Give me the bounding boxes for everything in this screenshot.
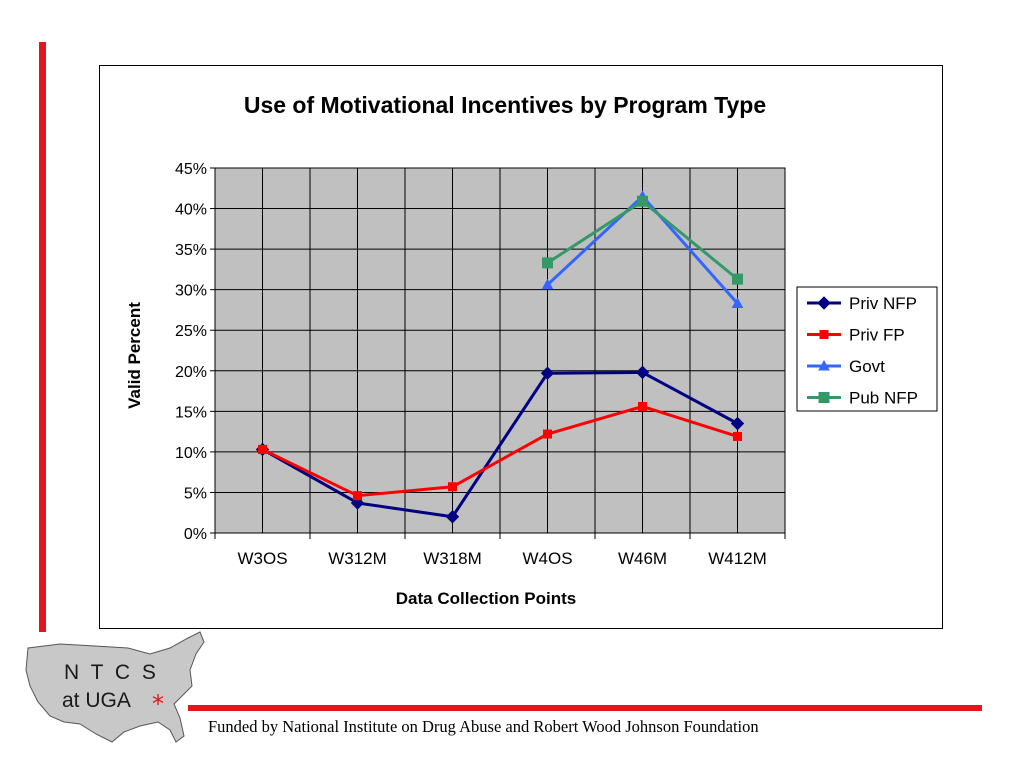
- y-tick-label: 25%: [175, 323, 207, 340]
- x-tick-label: W412M: [708, 549, 767, 568]
- legend-label-priv-nfp: Priv NFP: [849, 294, 917, 313]
- red-accent-bar-horizontal: [188, 705, 982, 711]
- x-tick-label: W3OS: [237, 549, 287, 568]
- x-tick-label: W46M: [618, 549, 667, 568]
- x-tick-label: W312M: [328, 549, 387, 568]
- data-point-priv-fp: [638, 401, 647, 411]
- x-tick-label: W4OS: [522, 549, 572, 568]
- series-line-priv-fp: [261, 404, 738, 498]
- data-point-priv-fp: [353, 491, 362, 501]
- y-tick-label: 10%: [175, 445, 207, 462]
- red-accent-bar-vertical: [39, 42, 46, 632]
- data-point-priv-nfp: [540, 366, 555, 380]
- line-chart: Use of Motivational Incentives by Progra…: [125, 92, 938, 608]
- y-tick-label: 5%: [184, 485, 207, 502]
- legend-label-priv-fp: Priv FP: [849, 326, 905, 345]
- us-map-logo: [25, 631, 205, 743]
- legend-marker-priv-fp: [819, 330, 829, 339]
- data-point-priv-nfp: [445, 510, 460, 524]
- us-map-icon: [25, 631, 205, 743]
- y-tick-label: 40%: [175, 202, 207, 219]
- y-tick-label: 15%: [175, 404, 207, 421]
- legend-label-govt: Govt: [849, 357, 885, 376]
- data-point-priv-fp: [543, 429, 552, 439]
- data-point-pub-nfp: [732, 273, 743, 285]
- legend-box: [796, 286, 938, 412]
- data-point-priv-fp: [733, 431, 742, 441]
- y-tick-label: 35%: [175, 242, 207, 259]
- data-point-priv-fp: [258, 444, 267, 454]
- y-axis-title: Valid Percent: [125, 302, 144, 409]
- x-tick-label: W318M: [423, 549, 482, 568]
- chart-frame: Use of Motivational Incentives by Progra…: [99, 65, 943, 629]
- data-point-priv-fp: [448, 482, 457, 492]
- footer-funding-text: Funded by National Institute on Drug Abu…: [208, 717, 759, 736]
- data-point-priv-nfp: [635, 365, 650, 380]
- logo-star-icon: *: [152, 690, 164, 718]
- series-line-priv-nfp: [261, 370, 739, 519]
- legend-marker-govt: [818, 359, 830, 371]
- legend-marker-pub-nfp: [818, 392, 830, 403]
- data-point-pub-nfp: [637, 195, 648, 207]
- data-point-govt: [541, 278, 554, 290]
- chart-title: Use of Motivational Incentives by Progra…: [244, 92, 766, 118]
- logo-text-ntcs: N T C S: [64, 661, 159, 684]
- y-tick-label: 30%: [175, 283, 207, 300]
- y-tick-label: 20%: [175, 364, 207, 381]
- x-axis-title: Data Collection Points: [396, 589, 576, 608]
- data-point-govt: [731, 297, 744, 308]
- data-point-priv-nfp: [730, 416, 745, 431]
- data-point-pub-nfp: [542, 257, 553, 269]
- y-tick-label: 45%: [175, 161, 207, 178]
- y-tick-label: 0%: [184, 526, 207, 543]
- legend-label-pub-nfp: Pub NFP: [849, 389, 918, 408]
- logo-text-at-uga: at UGA: [62, 689, 131, 712]
- legend-marker-priv-nfp: [817, 296, 831, 310]
